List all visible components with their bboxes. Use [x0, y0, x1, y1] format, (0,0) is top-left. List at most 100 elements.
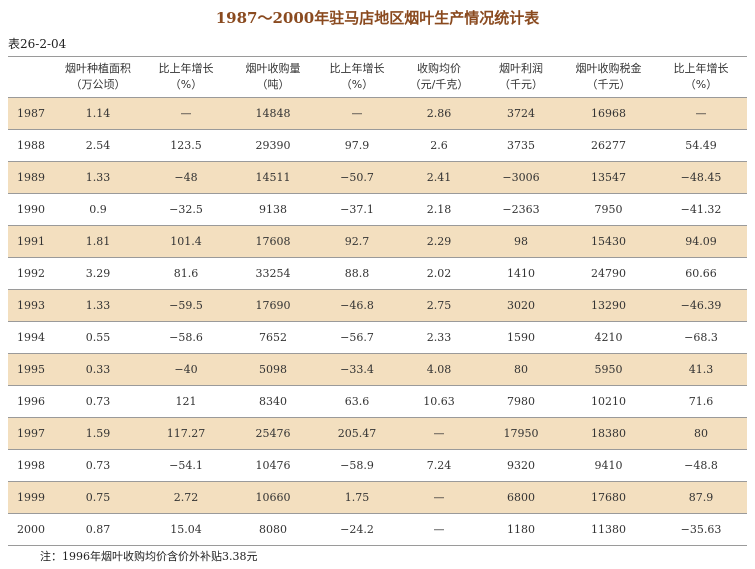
table-cell: 1.81	[54, 225, 142, 258]
year-cell: 1990	[8, 193, 54, 226]
table-cell: 92.7	[316, 225, 398, 258]
table-cell: 1.59	[54, 417, 142, 450]
table-cell: 5950	[562, 353, 655, 386]
table-cell: 81.6	[142, 257, 230, 290]
year-cell: 1998	[8, 449, 54, 482]
table-cell: 10476	[230, 449, 316, 482]
table-cell: −58.9	[316, 449, 398, 482]
table-cell: 14848	[230, 97, 316, 130]
table-row: 1998 0.73 −54.1 10476 −58.9 7.24 9320 9410 −48.8	[8, 449, 747, 482]
table-cell: −46.39	[655, 289, 747, 322]
table-cell: 0.73	[54, 449, 142, 482]
year-cell: 2000	[8, 513, 54, 546]
table-cell: −46.8	[316, 289, 398, 322]
column-header-label: 比上年增长	[673, 62, 729, 75]
table-cell: —	[316, 97, 398, 130]
table-cell: 0.75	[54, 481, 142, 514]
table-cell: 1.14	[54, 97, 142, 130]
statistics-table: 烟叶种植面积 （万公顷） 比上年增长 （%） 烟叶收购量 （吨） 比上年增长 （%） 收购均价 （…	[8, 56, 747, 546]
table-cell: 2.41	[398, 161, 480, 194]
table-cell: −50.7	[316, 161, 398, 194]
table-cell: 13547	[562, 161, 655, 194]
table-cell: 10.63	[398, 385, 480, 418]
column-header-unit: （%）	[169, 78, 203, 91]
table-cell: 2.86	[398, 97, 480, 130]
year-cell: 1991	[8, 225, 54, 258]
table-cell: 17680	[562, 481, 655, 514]
table-row: 1989 1.33 −48 14511 −50.7 2.41 −3006 13547 −48.4…	[8, 161, 747, 194]
column-header: 烟叶利润 （千元）	[480, 56, 562, 98]
year-cell: 1987	[8, 97, 54, 130]
table-cell: 24790	[562, 257, 655, 290]
table-cell: 4210	[562, 321, 655, 354]
table-cell: 87.9	[655, 481, 747, 514]
table-cell: −48.8	[655, 449, 747, 482]
table-cell: 4.08	[398, 353, 480, 386]
table-cell: 1590	[480, 321, 562, 354]
table-row: 1995 0.33 −40 5098 −33.4 4.08 80 5950 41.3	[8, 353, 747, 386]
table-cell: 2.33	[398, 321, 480, 354]
column-header: 烟叶收购税金 （千元）	[562, 56, 655, 98]
table-cell: 2.6	[398, 129, 480, 162]
table-cell: —	[398, 481, 480, 514]
column-header-label: 比上年增长	[158, 62, 214, 75]
year-cell: 1995	[8, 353, 54, 386]
table-cell: 63.6	[316, 385, 398, 418]
column-header-unit: （万公顷）	[70, 78, 126, 91]
table-cell: 7652	[230, 321, 316, 354]
year-cell: 1992	[8, 257, 54, 290]
table-row: 1987 1.14—14848—2.86 3724 16968—	[8, 97, 747, 130]
table-cell: 33254	[230, 257, 316, 290]
table-cell: −56.7	[316, 321, 398, 354]
table-row: 1991 1.81 101.4 17608 92.7 2.29 98 15430 94.09	[8, 225, 747, 258]
table-cell: 1.75	[316, 481, 398, 514]
table-cell: 2.18	[398, 193, 480, 226]
year-cell: 1997	[8, 417, 54, 450]
table-cell: 9320	[480, 449, 562, 482]
table-cell: 0.73	[54, 385, 142, 418]
table-cell: —	[398, 417, 480, 450]
table-cell: 15.04	[142, 513, 230, 546]
column-header-label: 烟叶种植面积	[65, 62, 131, 75]
table-cell: 117.27	[142, 417, 230, 450]
table-cell: 123.5	[142, 129, 230, 162]
table-id: 表26-2-04	[8, 37, 67, 51]
column-header: 比上年增长 （%）	[142, 56, 230, 98]
column-header-label: 烟叶收购量	[245, 62, 301, 75]
year-cell: 1996	[8, 385, 54, 418]
table-cell: 3020	[480, 289, 562, 322]
table-cell: 7980	[480, 385, 562, 418]
column-header-unit: （%）	[340, 78, 374, 91]
table-cell: 121	[142, 385, 230, 418]
column-header-unit: （%）	[684, 78, 718, 91]
column-header-label: 烟叶利润	[499, 62, 543, 75]
year-cell: 1989	[8, 161, 54, 194]
table-cell: 2.72	[142, 481, 230, 514]
table-cell: 7.24	[398, 449, 480, 482]
table-cell: —	[398, 513, 480, 546]
year-cell: 1994	[8, 321, 54, 354]
table-row: 1988 2.54 123.5 29390 97.9 2.6 3735 26277 54.49	[8, 129, 747, 162]
column-header: 比上年增长 （%）	[316, 56, 398, 98]
table-cell: 10210	[562, 385, 655, 418]
table-cell: −37.1	[316, 193, 398, 226]
table-cell: 14511	[230, 161, 316, 194]
table-cell: −32.5	[142, 193, 230, 226]
table-cell: 29390	[230, 129, 316, 162]
column-header-label: 收购均价	[417, 62, 461, 75]
table-cell: −41.32	[655, 193, 747, 226]
table-cell: −68.3	[655, 321, 747, 354]
year-cell: 1999	[8, 481, 54, 514]
table-row: 1997 1.59 117.27 25476 205.47—17950 18380 80	[8, 417, 747, 450]
table-row: 1992 3.29 81.6 33254 88.8 2.02 1410 24790 60.66	[8, 257, 747, 290]
table-cell: 10660	[230, 481, 316, 514]
table-row: 1999 0.75 2.72 10660 1.75—6800 17680 87.9	[8, 481, 747, 514]
table-row: 2000 0.87 15.04 8080 −24.2—1180 11380 −35.63	[8, 513, 747, 546]
footnote: 注：1996年烟叶收购均价含价外补贴3.38元	[40, 550, 258, 563]
table-cell: −48.45	[655, 161, 747, 194]
table-cell: 0.33	[54, 353, 142, 386]
table-cell: 3724	[480, 97, 562, 130]
table-cell: 80	[480, 353, 562, 386]
table-row: 1990 0.9 −32.5 9138 −37.1 2.18 −2363 7950 −41.32	[8, 193, 747, 226]
table-cell: −40	[142, 353, 230, 386]
